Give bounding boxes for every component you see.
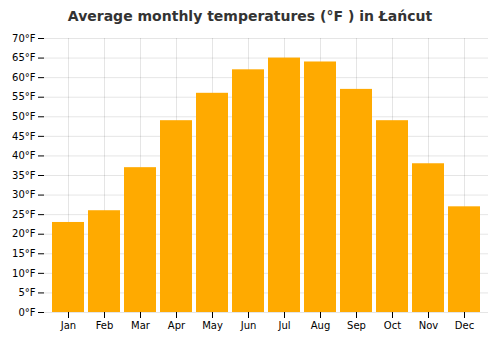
svg-text:Jun: Jun bbox=[240, 320, 257, 331]
svg-text:Aug: Aug bbox=[311, 320, 331, 331]
html-text:Average monthly temperatures (: Average monthly temperatures (°F ) in Ła… bbox=[67, 8, 433, 24]
svg-text:10°F: 10°F bbox=[12, 268, 36, 279]
svg-text:Feb: Feb bbox=[96, 320, 114, 331]
svg-text:15°F: 15°F bbox=[12, 248, 36, 259]
svg-text:60°F: 60°F bbox=[12, 72, 36, 83]
svg-text:35°F: 35°F bbox=[12, 170, 36, 181]
svg-text:65°F: 65°F bbox=[12, 52, 36, 63]
svg-text:70°F: 70°F bbox=[12, 33, 36, 44]
svg-text:Jul: Jul bbox=[277, 320, 290, 331]
svg-text:Apr: Apr bbox=[168, 320, 186, 331]
svg-text:25°F: 25°F bbox=[12, 209, 36, 220]
svg-text:Oct: Oct bbox=[384, 320, 401, 331]
svg-text:20°F: 20°F bbox=[12, 228, 36, 239]
svg-text:40°F: 40°F bbox=[12, 150, 36, 161]
svg-text:Sep: Sep bbox=[347, 320, 366, 331]
svg-text:50°F: 50°F bbox=[12, 111, 36, 122]
svg-text:Nov: Nov bbox=[419, 320, 439, 331]
svg-text:0°F: 0°F bbox=[18, 307, 35, 318]
svg-text:Mar: Mar bbox=[131, 320, 151, 331]
svg-text:55°F: 55°F bbox=[12, 91, 36, 102]
svg-text:Jan: Jan bbox=[60, 320, 76, 331]
svg-text:5°F: 5°F bbox=[18, 287, 35, 298]
svg-text:Dec: Dec bbox=[455, 320, 474, 331]
svg-text:30°F: 30°F bbox=[12, 189, 36, 200]
svg-text:45°F: 45°F bbox=[12, 131, 36, 142]
svg-text:May: May bbox=[202, 320, 223, 331]
